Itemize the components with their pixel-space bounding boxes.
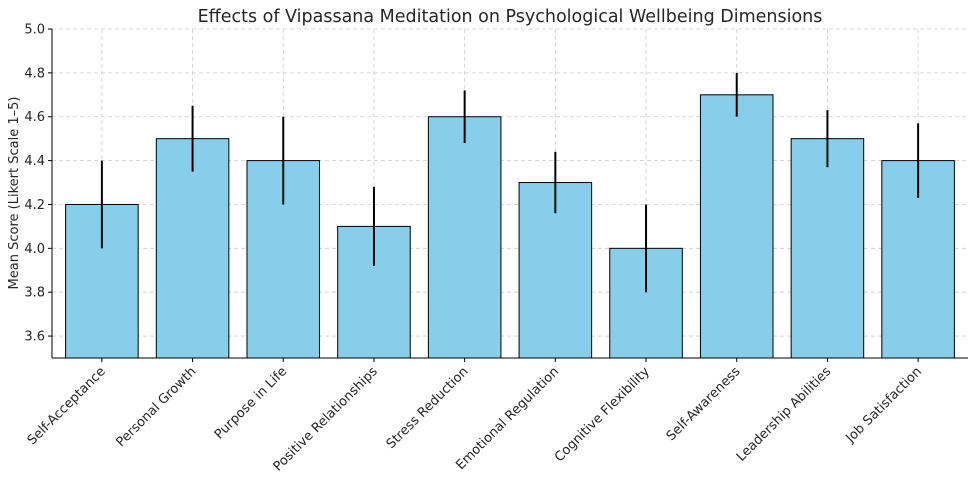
bar <box>155 138 230 359</box>
x-tick-label: Leadership Abilities <box>734 364 835 465</box>
error-bars <box>100 72 920 293</box>
y-tick-label: 4.8 <box>24 66 45 81</box>
y-tick-labels: 3.6 3.8 4.0 4.2 4.4 4.6 4.8 5.0 <box>24 23 45 345</box>
y-tick-label: 4.4 <box>24 154 45 169</box>
y-tick-label: 4.0 <box>24 242 45 257</box>
x-tick-label: Job Satisfaction <box>843 364 925 446</box>
bar <box>699 94 774 359</box>
x-tick-label: Purpose in Life <box>212 364 290 442</box>
x-tick-labels: Self-Acceptance Personal Growth Purpose in… <box>25 364 925 474</box>
chart-title: Effects of Vipassana Meditation on Psych… <box>198 7 823 27</box>
axes <box>48 28 968 362</box>
y-tick-label: 4.6 <box>24 110 45 125</box>
y-tick-label: 3.8 <box>24 286 45 301</box>
x-tick-label: Cognitive Flexibility <box>552 364 653 465</box>
y-axis-label: Mean Score (Likert Scale 1–5) <box>7 97 22 290</box>
bar <box>790 138 865 359</box>
x-tick-label: Self-Awareness <box>664 364 744 444</box>
bar <box>427 116 502 359</box>
y-tick-label: 3.6 <box>24 330 45 345</box>
x-tick-label: Stress Reduction <box>384 364 472 452</box>
x-tick-label: Personal Growth <box>114 364 200 450</box>
x-tick-label: Emotional Regulation <box>453 364 562 473</box>
y-tick-label: 5.0 <box>24 23 45 38</box>
x-tick-label: Positive Relationships <box>271 364 381 474</box>
x-tick-label: Self-Acceptance <box>25 364 109 448</box>
y-tick-label: 4.2 <box>24 198 45 213</box>
bars <box>65 94 955 359</box>
